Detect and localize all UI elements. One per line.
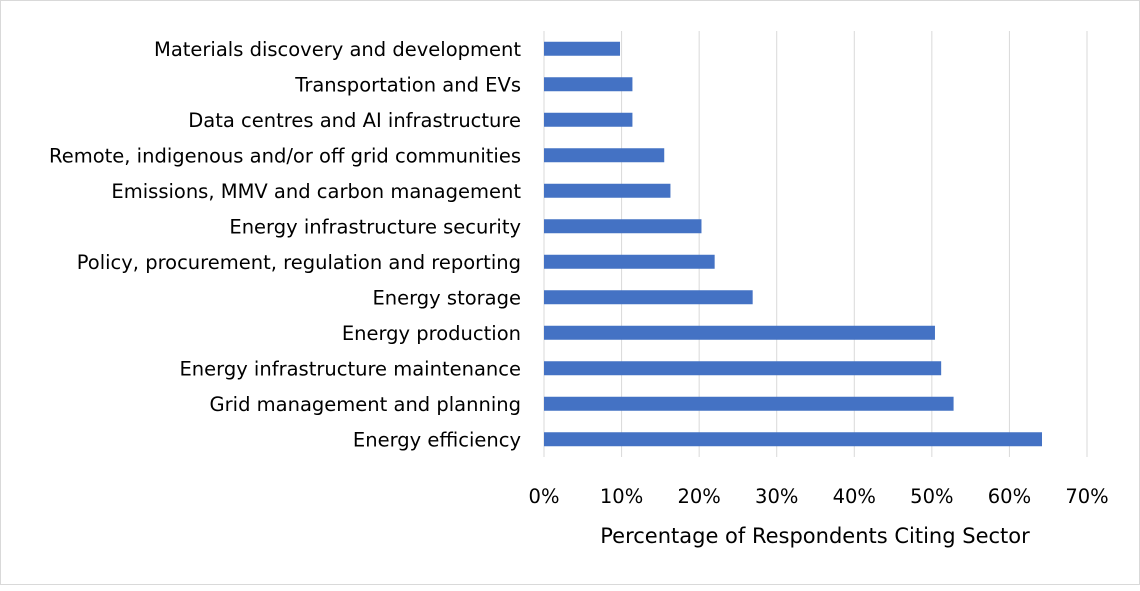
category-label: Energy efficiency (353, 428, 521, 451)
x-tick-label: 20% (677, 485, 720, 508)
x-tick-label: 30% (755, 485, 798, 508)
x-tick-label: 40% (833, 485, 876, 508)
bar (544, 290, 753, 305)
bar (544, 432, 1043, 447)
x-tick-label: 50% (910, 485, 953, 508)
bar (544, 254, 715, 269)
x-axis-title: Percentage of Respondents Citing Sector (600, 524, 1030, 548)
bar (544, 361, 942, 376)
category-label: Grid management and planning (210, 393, 521, 416)
bar (544, 183, 671, 198)
category-label: Energy infrastructure security (229, 215, 521, 238)
category-label: Data centres and AI infrastructure (188, 109, 521, 132)
bar (544, 41, 621, 56)
category-label: Energy infrastructure maintenance (179, 357, 521, 380)
category-label: Energy storage (372, 286, 521, 309)
x-tick-label: 70% (1065, 485, 1108, 508)
bar (544, 325, 935, 340)
category-label: Policy, procurement, regulation and repo… (77, 251, 521, 274)
bar (544, 219, 702, 234)
x-tick-label: 0% (529, 485, 560, 508)
category-label: Remote, indigenous and/or off grid commu… (49, 144, 521, 167)
bar (544, 396, 954, 411)
x-tick-label: 60% (988, 485, 1031, 508)
category-label: Energy production (342, 322, 521, 345)
category-label: Transportation and EVs (294, 73, 521, 96)
x-tick-label: 10% (600, 485, 643, 508)
category-label: Materials discovery and development (154, 38, 521, 61)
bar (544, 112, 633, 127)
category-label: Emissions, MMV and carbon management (111, 180, 521, 203)
bar (544, 77, 633, 92)
bar (544, 148, 665, 163)
